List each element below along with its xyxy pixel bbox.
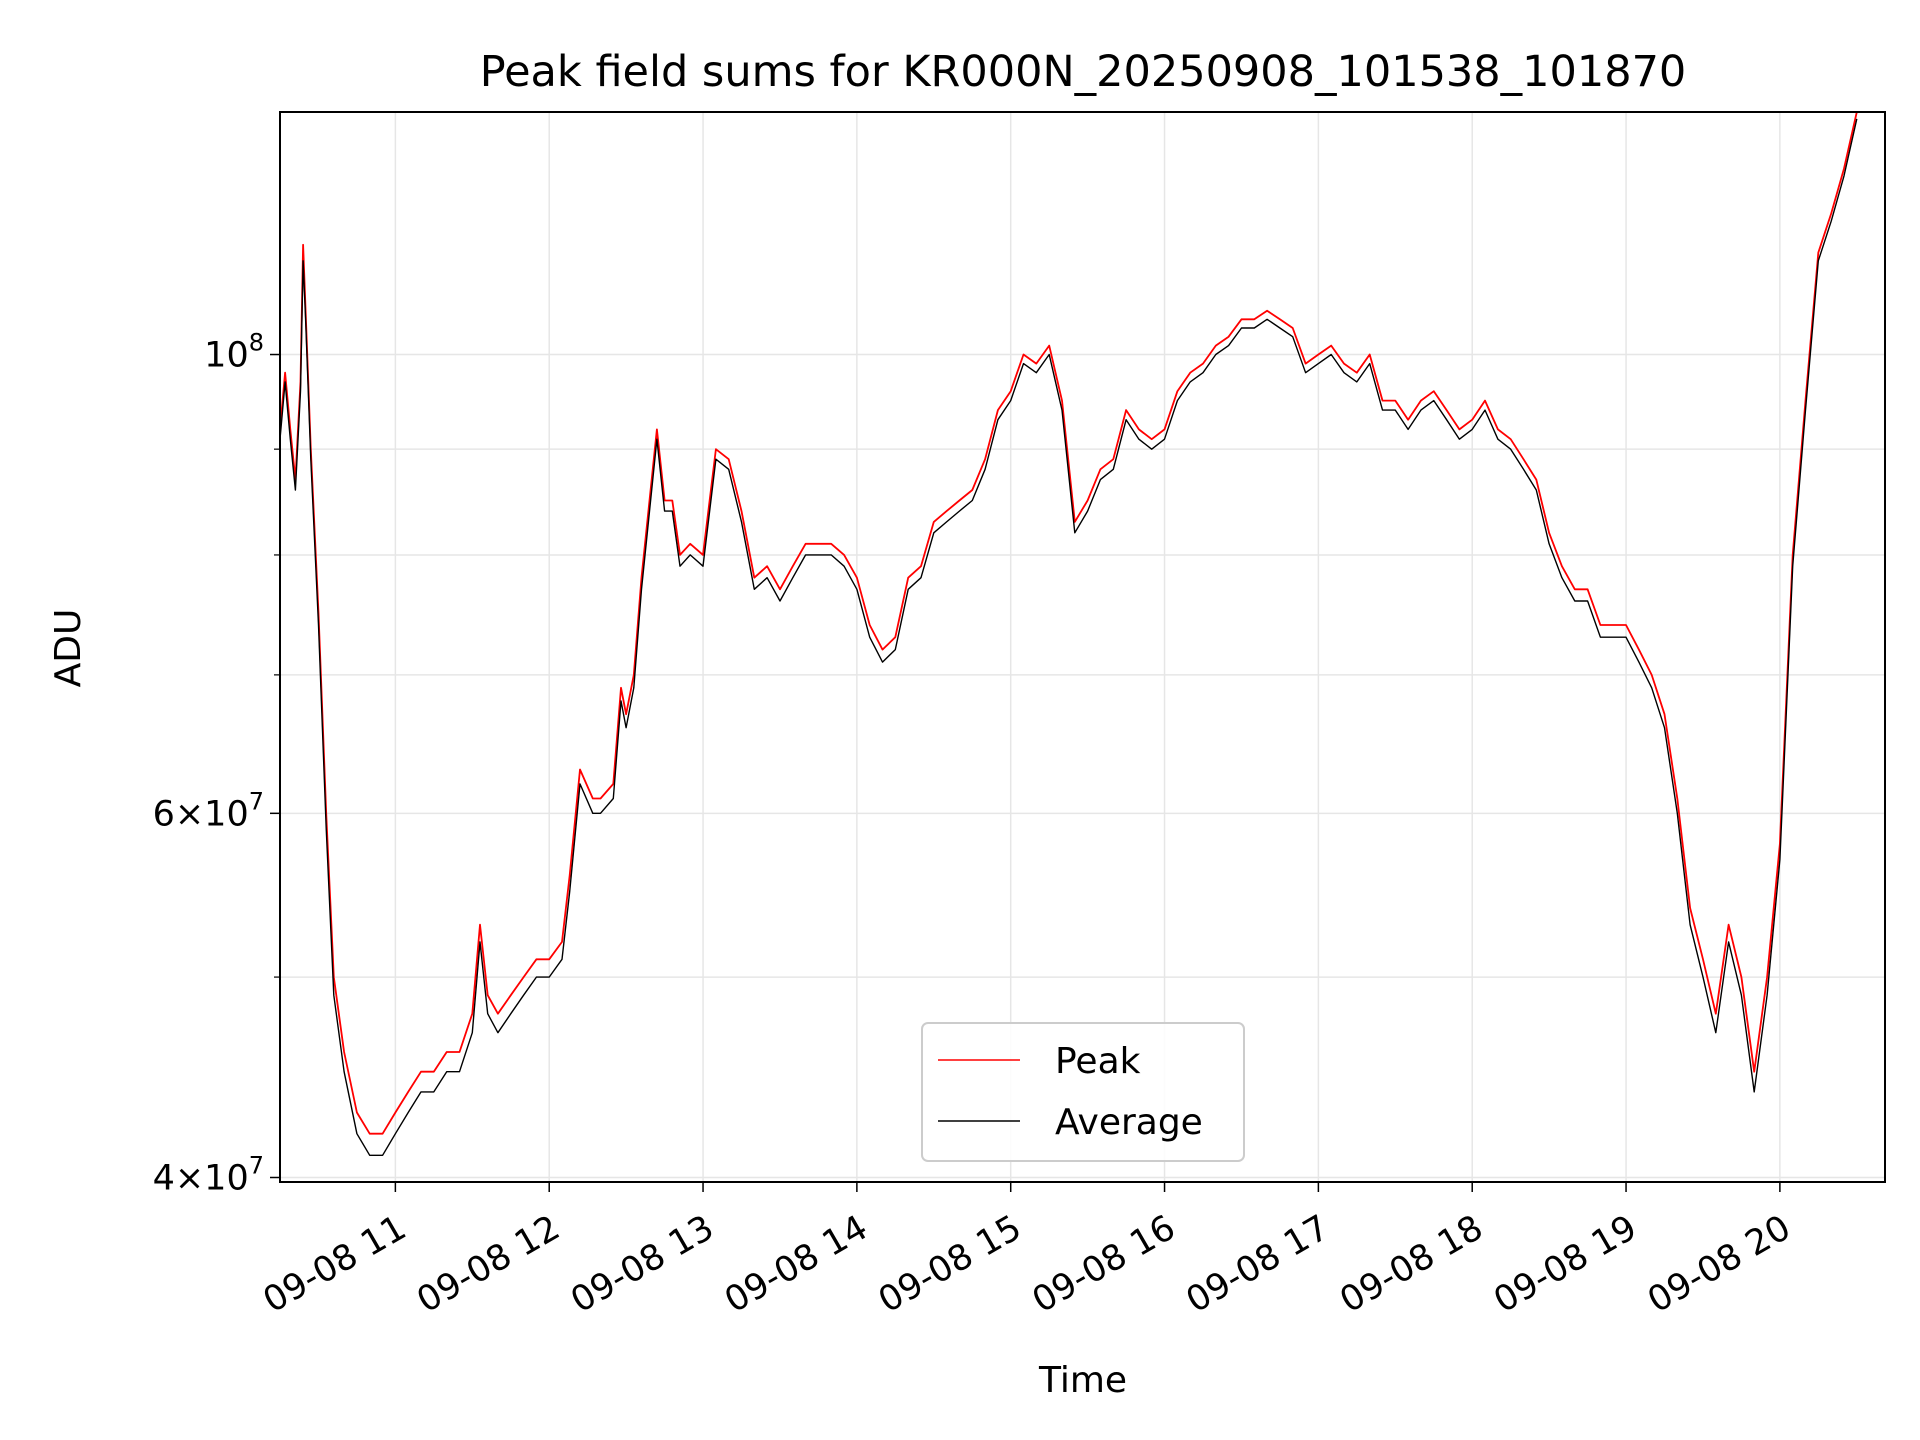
legend-peak-label: Peak (1055, 1041, 1141, 1082)
chart-title: Peak field sums for KR000N_20250908_1015… (480, 47, 1687, 97)
plot-frame (279, 111, 1886, 1183)
series-line-average (279, 118, 1858, 1157)
legend: Peak Average (921, 1022, 1245, 1162)
y-axis-label: ADU (48, 609, 89, 688)
series-lines (279, 111, 1858, 1157)
series-line-peak (279, 111, 1858, 1135)
y-axis: 4×107 6×107 108 (153, 329, 280, 1198)
legend-average-label: Average (1055, 1102, 1203, 1143)
y-tick-label: 6×107 (153, 787, 264, 834)
x-axis-label: Time (1038, 1360, 1127, 1401)
y-tick-label: 4×107 (153, 1151, 264, 1198)
legend-box (921, 1022, 1245, 1162)
grid (280, 112, 1885, 1182)
y-tick-label: 108 (204, 329, 264, 376)
